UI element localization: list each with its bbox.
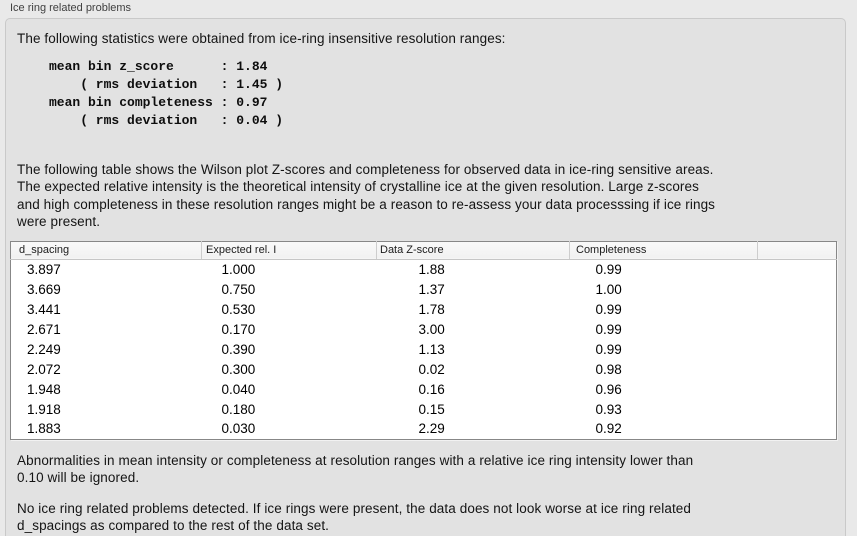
cell-empty [758,259,837,279]
cell-d-spacing: 2.249 [27,341,61,357]
statistics-block: mean bin z_score : 1.84 ( rms deviation … [49,58,284,128]
table-row[interactable]: 3.897 1.000 1.88 0.99 [11,259,837,279]
cell-d-spacing: 2.671 [27,321,61,337]
table-row[interactable]: 3.441 0.530 1.78 0.99 [11,299,837,319]
table-row[interactable]: 2.249 0.390 1.13 0.99 [11,339,837,359]
cell-completeness: 0.99 [595,261,622,277]
cell-data-z-score: 1.88 [418,261,445,277]
cell-empty [758,359,837,379]
cell-expected-rel-i: 0.750 [221,281,256,297]
panel-title: Ice ring related problems [10,2,132,14]
cell-empty [758,319,837,339]
cell-data-z-score: 3.00 [418,321,445,337]
cell-expected-rel-i: 0.040 [221,381,256,397]
cell-empty [758,379,837,399]
cell-completeness: 0.99 [595,341,622,357]
cell-empty [758,419,837,439]
cell-empty [758,299,837,319]
table-row[interactable]: 3.669 0.750 1.37 1.00 [11,279,837,299]
cell-completeness: 1.00 [595,281,622,297]
cell-data-z-score: 0.15 [418,401,445,417]
cell-data-z-score: 1.78 [418,301,445,317]
cell-data-z-score: 1.37 [418,281,445,297]
cell-expected-rel-i: 0.030 [221,421,256,437]
cell-expected-rel-i: 0.180 [221,401,256,417]
table-intro-text: The following table shows the Wilson plo… [17,161,716,230]
column-header-d-spacing[interactable]: d_spacing [10,241,202,260]
cell-completeness: 0.93 [595,401,622,417]
column-header-empty[interactable] [757,241,837,260]
ice-ring-panel: The following statistics were obtained f… [5,18,846,536]
table-row[interactable]: 2.072 0.300 0.02 0.98 [11,359,837,379]
cell-expected-rel-i: 0.530 [221,301,256,317]
cell-completeness: 0.96 [595,381,622,397]
cell-data-z-score: 2.29 [418,421,445,437]
cell-completeness: 0.99 [595,301,622,317]
intro-text: The following statistics were obtained f… [17,31,506,46]
table-header: d_spacing Expected rel. I Data Z-score C… [10,241,837,260]
cell-d-spacing: 1.948 [27,381,61,397]
cell-expected-rel-i: 0.390 [221,341,256,357]
cell-empty [758,399,837,419]
ice-ring-table: d_spacing Expected rel. I Data Z-score C… [10,240,837,440]
cell-data-z-score: 0.16 [418,381,445,397]
column-header-expected-rel-i[interactable]: Expected rel. I [201,241,377,260]
cell-completeness: 0.92 [595,421,622,437]
table-row[interactable]: 1.948 0.040 0.16 0.96 [11,379,837,399]
cell-completeness: 0.98 [595,361,622,377]
table-body: 3.897 1.000 1.88 0.99 3.669 0.750 1.37 1… [11,259,837,439]
ignore-note-text: Abnormalities in mean intensity or compl… [17,452,694,486]
cell-d-spacing: 3.897 [27,261,61,277]
cell-completeness: 0.99 [595,321,622,337]
cell-d-spacing: 1.883 [27,421,61,437]
column-header-data-z-score[interactable]: Data Z-score [376,241,570,260]
cell-data-z-score: 1.13 [418,341,445,357]
cell-d-spacing: 3.441 [27,301,61,317]
table-row[interactable]: 2.671 0.170 3.00 0.99 [11,319,837,339]
cell-data-z-score: 0.02 [418,361,445,377]
table-row[interactable]: 1.918 0.180 0.15 0.93 [11,399,837,419]
cell-d-spacing: 2.072 [27,361,61,377]
cell-expected-rel-i: 0.300 [221,361,256,377]
cell-empty [758,279,837,299]
cell-expected-rel-i: 1.000 [221,261,256,277]
cell-d-spacing: 1.918 [27,401,61,417]
table-row[interactable]: 1.883 0.030 2.29 0.92 [11,419,837,439]
conclusion-text: No ice ring related problems detected. I… [17,500,692,534]
cell-d-spacing: 3.669 [27,281,61,297]
cell-empty [758,339,837,359]
cell-expected-rel-i: 0.170 [221,321,256,337]
column-header-completeness[interactable]: Completeness [569,241,758,260]
